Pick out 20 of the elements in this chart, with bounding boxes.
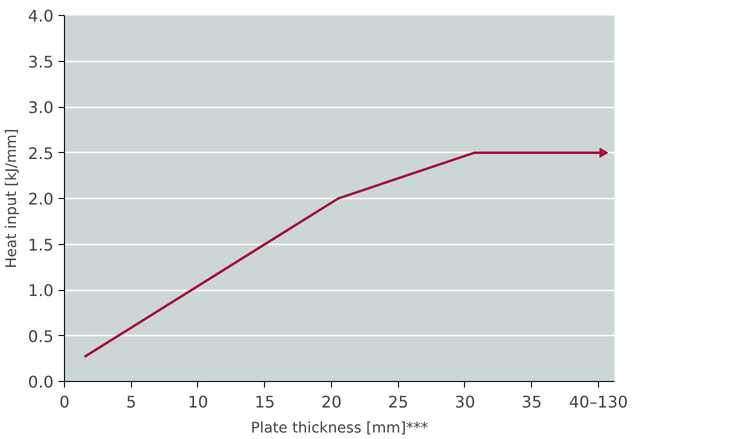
x-tick-label: 40–130 (569, 392, 628, 412)
y-tick-label: 1.5 (28, 235, 54, 254)
y-tick-label: 4.0 (28, 6, 54, 26)
x-tick-label: 35 (522, 392, 542, 412)
x-tick-label: 25 (388, 392, 408, 412)
y-tick-label: 0.0 (28, 372, 54, 392)
x-tick-label: 5 (126, 392, 136, 412)
y-axis-title: Heat input [kJ/mm] (3, 128, 20, 268)
x-tick-label: 20 (321, 392, 342, 412)
y-tick-label: 3.0 (28, 98, 54, 117)
y-tick-label: 2.0 (28, 190, 54, 208)
x-axis-title: Plate thickness [mm]*** (250, 420, 428, 436)
y-tick-label: 3.5 (28, 52, 54, 72)
y-tick-label: 0.5 (28, 326, 54, 346)
y-tick-label: 2.5 (28, 144, 54, 163)
x-tick-label: 15 (254, 392, 275, 412)
x-tick-label: 10 (188, 392, 208, 412)
x-tick-label: 0 (59, 392, 70, 412)
y-tick-label: 1.0 (28, 281, 54, 300)
x-tick-label: 30 (454, 392, 476, 412)
